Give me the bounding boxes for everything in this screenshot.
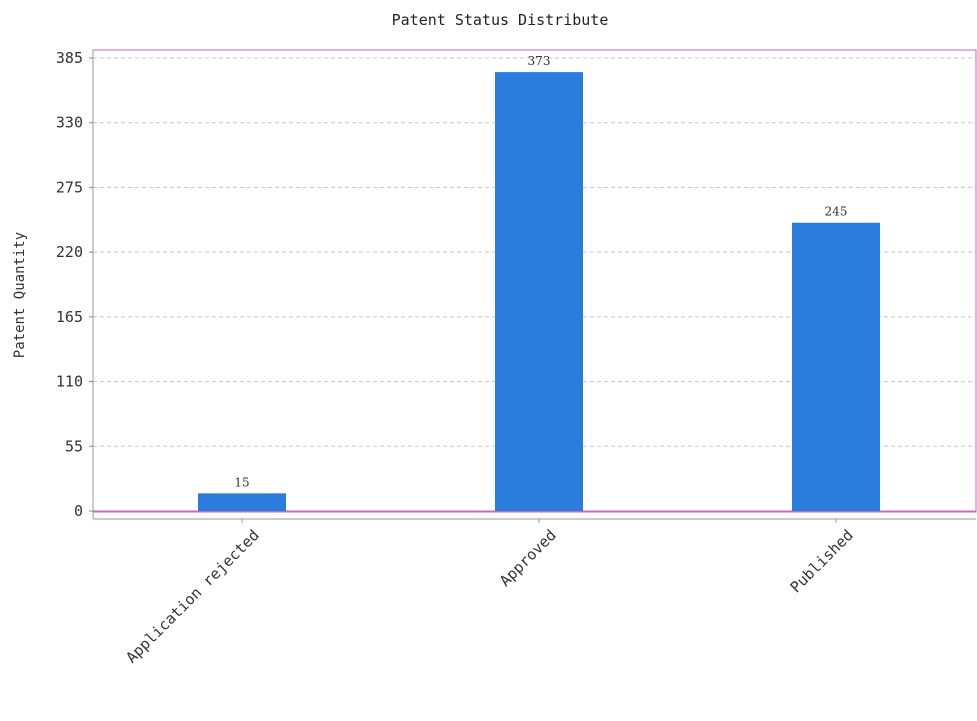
y-axis-label: Patent Quantity bbox=[12, 232, 28, 358]
x-tick-label: Approved bbox=[496, 526, 560, 590]
chart-title: Patent Status Distribute bbox=[392, 11, 609, 29]
y-tick-label: 110 bbox=[56, 373, 83, 391]
bars bbox=[198, 72, 880, 512]
y-tick-label: 55 bbox=[65, 437, 83, 455]
bar bbox=[198, 493, 286, 511]
bar bbox=[792, 222, 880, 511]
y-tick-label: 165 bbox=[56, 308, 83, 326]
data-label: 373 bbox=[528, 54, 551, 68]
x-tick-label: Published bbox=[787, 526, 857, 596]
bar bbox=[495, 72, 583, 512]
data-labels: 15 373 245 bbox=[234, 54, 847, 489]
y-tick-label: 0 bbox=[74, 502, 83, 520]
y-tick-label: 385 bbox=[56, 49, 83, 67]
x-axis-ticks: Application rejected Approved Published bbox=[122, 519, 857, 667]
y-axis-ticks: 0 55 110 165 220 275 330 385 bbox=[56, 49, 93, 520]
y-tick-label: 330 bbox=[56, 114, 83, 132]
data-label: 15 bbox=[234, 475, 249, 489]
x-tick-label: Application rejected bbox=[122, 526, 262, 666]
y-tick-label: 275 bbox=[56, 178, 83, 196]
y-tick-label: 220 bbox=[56, 243, 83, 261]
data-label: 245 bbox=[825, 205, 848, 219]
